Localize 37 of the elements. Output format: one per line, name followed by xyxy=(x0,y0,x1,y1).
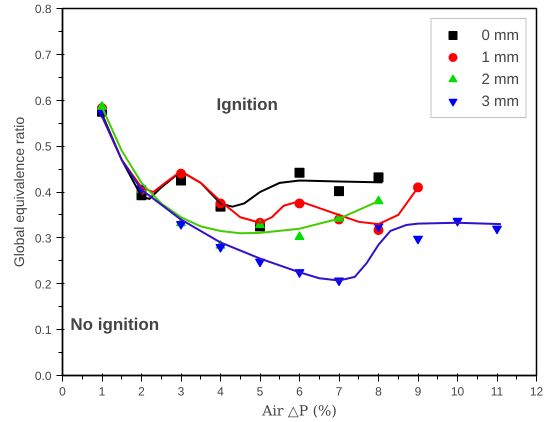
y-tick-label: 0.0 xyxy=(34,369,52,383)
annotation: No ignition xyxy=(70,315,160,334)
point xyxy=(492,226,502,234)
y-tick-label: 0.4 xyxy=(34,186,52,200)
x-tick-label: 1 xyxy=(98,384,106,398)
legend-label: 1 mm xyxy=(482,48,519,66)
y-tick-label: 0.7 xyxy=(34,48,52,62)
point xyxy=(216,244,226,253)
x-tick-label: 2 xyxy=(138,384,146,398)
point xyxy=(374,172,384,182)
legend-label: 0 mm xyxy=(482,26,519,44)
x-tick-label: 12 xyxy=(530,384,544,398)
legend-label: 2 mm xyxy=(482,70,519,88)
x-tick-label: 3 xyxy=(178,384,185,398)
y-tick-label: 0.6 xyxy=(34,94,52,108)
annotation: Ignition xyxy=(216,95,278,114)
x-tick-label: 7 xyxy=(336,384,343,398)
point xyxy=(413,236,423,244)
y-tick-label: 0.2 xyxy=(34,277,52,292)
legend-label: 3 mm xyxy=(482,92,519,110)
y-axis-title: Global equivalence ratio xyxy=(10,116,27,268)
x-tick-label: 10 xyxy=(450,384,464,398)
y-tick-label: 0.1 xyxy=(34,323,52,338)
x-tick-label: 11 xyxy=(490,384,504,398)
x-axis-title: Air △P (%) xyxy=(261,404,337,420)
point xyxy=(294,168,304,178)
y-tick-label: 0.5 xyxy=(34,140,52,154)
y-tick-label: 0.3 xyxy=(34,231,52,246)
x-tick-label: 6 xyxy=(296,384,304,398)
x-tick-label: 0 xyxy=(59,384,66,398)
x-tick-label: 5 xyxy=(256,384,264,398)
point xyxy=(176,221,186,230)
point xyxy=(334,186,344,196)
x-tick-label: 4 xyxy=(217,384,224,398)
x-tick-label: 8 xyxy=(375,384,382,398)
x-tick-label: 9 xyxy=(414,384,422,398)
y-tick-label: 0.8 xyxy=(34,2,52,16)
